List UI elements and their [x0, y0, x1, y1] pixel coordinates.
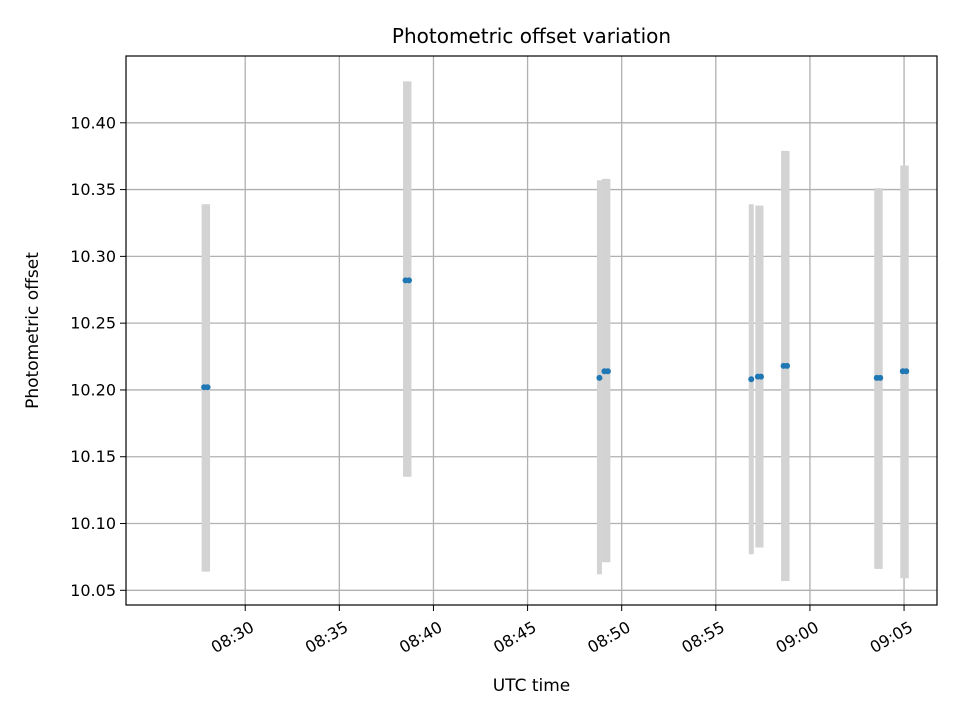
- y-tick-label: 10.15: [70, 447, 116, 466]
- y-tick-label: 10.35: [70, 180, 116, 199]
- y-tick-label: 10.20: [70, 380, 116, 399]
- y-tick-label: 10.10: [70, 514, 116, 533]
- data-point: [877, 374, 884, 381]
- data-point: [748, 376, 755, 383]
- data-point: [757, 373, 764, 380]
- data-point: [784, 362, 791, 369]
- data-point: [604, 368, 611, 375]
- data-point: [405, 277, 412, 284]
- grid: [126, 56, 937, 605]
- data-points: [201, 277, 910, 391]
- data-point: [204, 384, 211, 391]
- y-tick-label: 10.05: [70, 581, 116, 600]
- data-point: [903, 368, 910, 375]
- data-point: [596, 374, 603, 381]
- y-tick-label: 10.30: [70, 247, 116, 266]
- y-tick-label: 10.40: [70, 113, 116, 132]
- y-axis-title: Photometric offset: [23, 252, 43, 409]
- chart-title: Photometric offset variation: [392, 24, 671, 48]
- x-axis-title: UTC time: [493, 676, 571, 696]
- y-tick-label: 10.25: [70, 314, 116, 333]
- plot-frame: [125, 55, 938, 606]
